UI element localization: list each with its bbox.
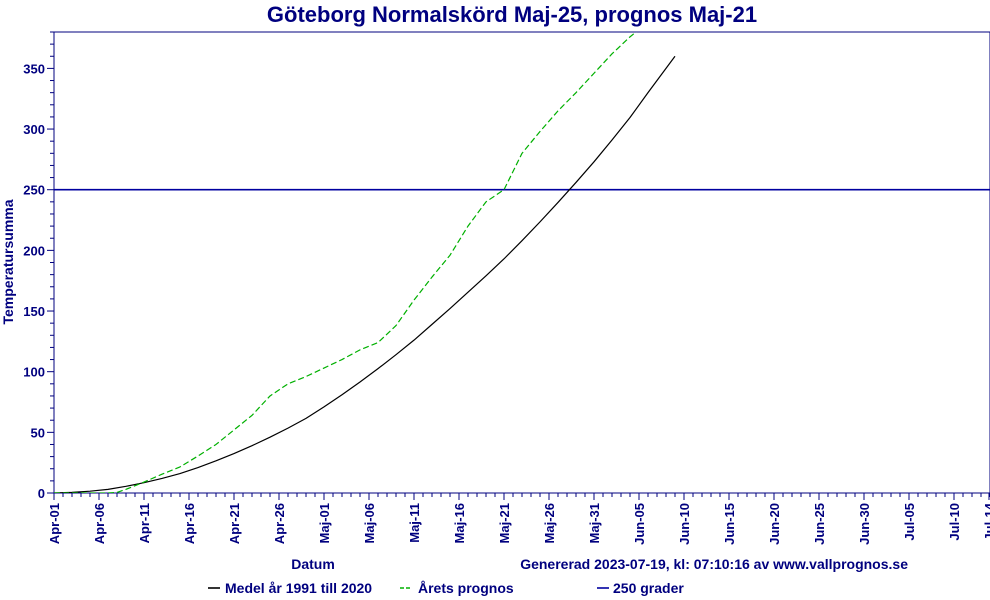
generated-text: Genererad 2023-07-19, kl: 07:10:16 av ww… [520,556,908,572]
y-tick-label: 300 [23,122,45,137]
x-tick-label: Jul-14 [982,502,990,540]
x-tick-label: Maj-26 [542,503,557,543]
x-tick-label: Apr-16 [182,503,197,544]
legend: Medel år 1991 till 2020 Årets prognos 250 … [208,580,684,596]
y-axis-title: Temperatursumma [0,199,16,324]
x-tick-label: Apr-26 [272,503,287,544]
x-tick-label: Jun-05 [632,503,647,545]
x-tick-label: Apr-11 [137,503,152,543]
x-tick-label: Jun-30 [857,503,872,545]
x-tick-label: Jun-20 [767,503,782,545]
legend-prognos-label: Årets prognos [418,580,514,596]
x-tick-label: Jun-25 [812,503,827,545]
plot-frame [53,31,990,494]
y-tick-label: 150 [23,304,45,319]
y-tick-label: 350 [23,61,45,76]
x-tick-label: Jul-05 [902,503,917,541]
series-prognos-line [54,32,637,493]
x-tick-label: Maj-16 [452,503,467,543]
x-tick-label: Maj-06 [362,503,377,543]
x-tick-label: Maj-11 [407,503,422,543]
legend-threshold-label: 250 grader [613,580,684,596]
plot-area: 0 50 100 150 200 250 300 350 Apr-01 Apr-06 Apr-11 A… [23,31,990,545]
x-tick-label: Apr-01 [47,503,62,544]
x-tick-label: Maj-31 [587,503,602,543]
legend-medel-label: Medel år 1991 till 2020 [225,580,372,596]
chart-title: Göteborg Normalskörd Maj-25, prognos Maj… [267,2,757,27]
x-tick-label: Jun-10 [677,503,692,545]
series-medel-line [54,55,676,493]
y-tick-label: 50 [31,425,45,440]
y-tick-label: 0 [38,486,45,501]
x-tick-label: Jun-15 [722,503,737,545]
x-tick-label: Apr-21 [227,503,242,544]
x-tick-label: Apr-06 [92,503,107,544]
y-tick-label: 250 [23,183,45,198]
x-tick-label: Maj-01 [317,503,332,543]
y-tick-label: 100 [23,365,45,380]
x-tick-label: Maj-21 [497,503,512,543]
x-axis-title: Datum [291,556,335,572]
y-tick-label: 200 [23,243,45,258]
x-tick-label: Jul-10 [947,503,962,541]
